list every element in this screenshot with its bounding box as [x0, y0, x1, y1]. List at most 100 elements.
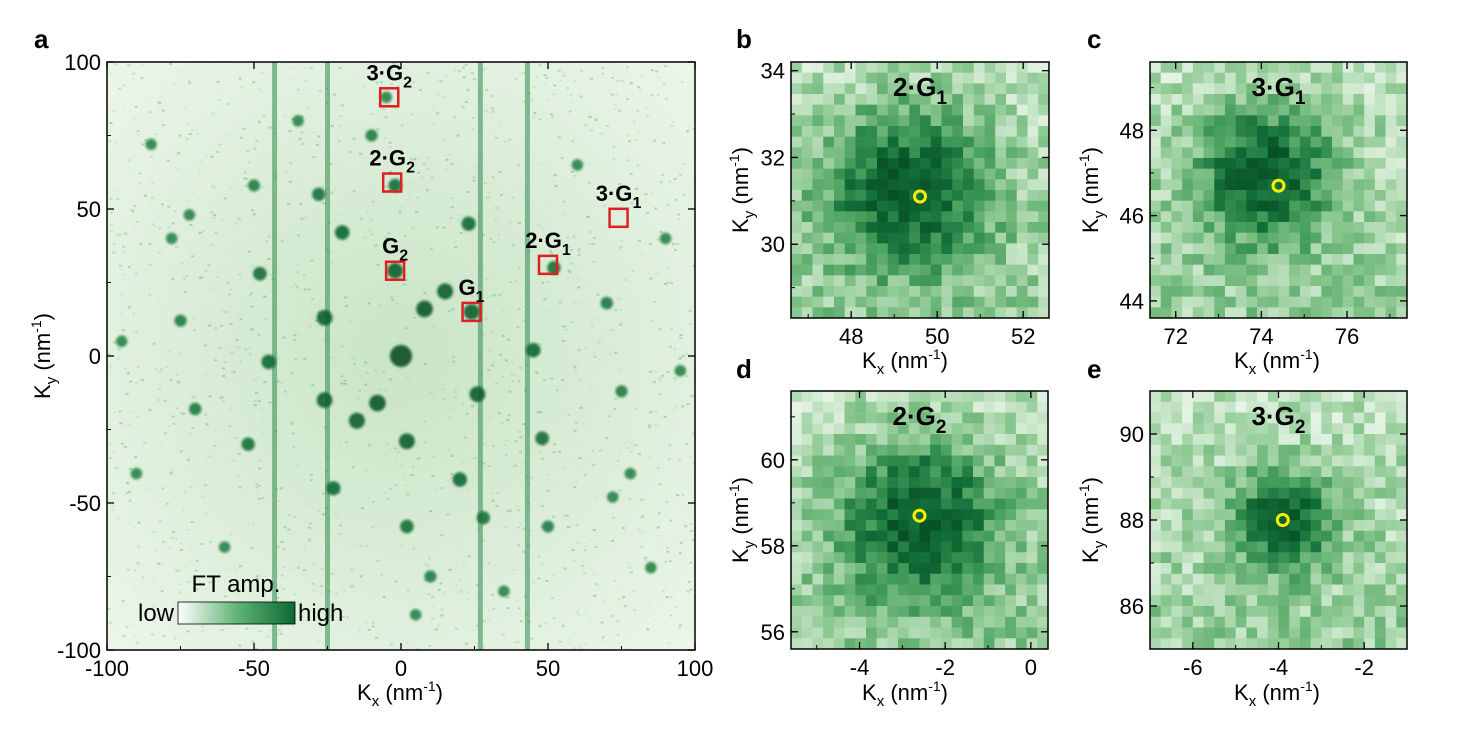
pixel	[834, 115, 846, 127]
pixel	[1257, 104, 1269, 116]
noise-speck	[511, 465, 515, 468]
pixel	[1267, 401, 1279, 413]
noise-speck	[205, 512, 209, 515]
pixel	[876, 391, 888, 403]
noise-speck	[490, 574, 494, 577]
pixel	[877, 94, 889, 106]
pixel	[887, 638, 899, 649]
pixel	[812, 412, 824, 424]
noise-speck	[457, 348, 460, 351]
pixel	[1038, 296, 1049, 308]
noise-speck	[436, 93, 440, 96]
pixel	[1299, 147, 1312, 159]
pixel	[1182, 466, 1194, 478]
noise-speck	[562, 200, 566, 203]
noise-speck	[376, 559, 380, 562]
pixel	[995, 104, 1007, 116]
pixel	[791, 606, 803, 618]
noise-speck	[229, 288, 233, 291]
pixel	[919, 498, 931, 510]
noise-speck	[290, 371, 294, 374]
pixel	[1203, 83, 1215, 95]
pixel	[791, 391, 803, 403]
noise-speck	[290, 625, 294, 628]
noise-speck	[280, 541, 284, 543]
noise-speck	[655, 363, 659, 366]
pixel	[919, 444, 931, 456]
noise-speck	[450, 206, 454, 209]
pixel	[1016, 243, 1028, 255]
pixel	[1006, 200, 1018, 212]
pixel	[1353, 115, 1365, 127]
pixel	[973, 498, 985, 510]
noise-speck	[508, 367, 512, 370]
pixel	[1037, 498, 1048, 510]
noise-speck	[260, 407, 264, 410]
pixel	[1027, 83, 1039, 95]
noise-speck	[676, 213, 680, 216]
pixel	[1364, 296, 1376, 308]
noise-speck	[370, 233, 374, 236]
pixel	[1385, 179, 1397, 191]
noise-speck	[663, 416, 667, 418]
noise-speck	[331, 623, 334, 626]
pixel	[865, 466, 878, 478]
noise-speck	[359, 152, 362, 155]
pixel	[1026, 498, 1038, 510]
fft-peak	[463, 303, 480, 320]
noise-speck	[440, 614, 444, 617]
pixel	[855, 83, 867, 95]
noise-speck	[539, 411, 543, 414]
pixel	[1246, 94, 1258, 106]
noise-speck	[550, 201, 554, 204]
pixel	[823, 584, 835, 596]
pixel	[1374, 595, 1386, 607]
pixel	[855, 275, 867, 287]
noise-speck	[494, 206, 498, 209]
pixel	[1321, 563, 1333, 575]
noise-speck	[423, 441, 427, 444]
pixel	[962, 509, 974, 521]
noise-speck	[220, 396, 224, 399]
pixel	[908, 477, 920, 489]
pixel	[1310, 595, 1322, 607]
pixel	[919, 466, 931, 478]
pixel	[951, 616, 963, 628]
noise-speck	[422, 163, 426, 166]
pixel	[1235, 254, 1247, 266]
noise-speck	[203, 589, 207, 592]
noise-speck	[212, 213, 216, 216]
noise-speck	[406, 180, 409, 183]
noise-speck	[529, 476, 533, 479]
noise-speck	[639, 75, 643, 77]
pixel	[1396, 136, 1407, 148]
noise-speck	[386, 193, 390, 196]
noise-speck	[459, 214, 463, 217]
pixel	[1385, 264, 1397, 276]
pixel	[1321, 552, 1333, 564]
noise-speck	[540, 562, 544, 565]
noise-speck	[489, 238, 493, 241]
noise-speck	[639, 96, 643, 99]
pixel	[941, 190, 953, 202]
x-tick-label: 50	[925, 324, 949, 349]
noise-speck	[128, 490, 132, 493]
x-tick-label: -4	[850, 655, 870, 680]
noise-speck	[454, 246, 458, 248]
noise-speck	[234, 222, 238, 225]
pixel	[1026, 573, 1038, 585]
pixel	[1374, 584, 1386, 596]
noise-speck	[178, 352, 182, 355]
noise-speck	[312, 480, 316, 483]
pixel	[1310, 179, 1322, 191]
noise-speck	[267, 636, 271, 638]
pixel	[1310, 286, 1322, 298]
pixel	[898, 254, 910, 266]
noise-speck	[633, 609, 636, 611]
noise-speck	[592, 261, 596, 263]
pixel	[812, 211, 824, 223]
noise-speck	[169, 379, 173, 382]
pixel	[1150, 498, 1162, 510]
pixel	[801, 307, 813, 318]
pixel	[1257, 573, 1269, 585]
